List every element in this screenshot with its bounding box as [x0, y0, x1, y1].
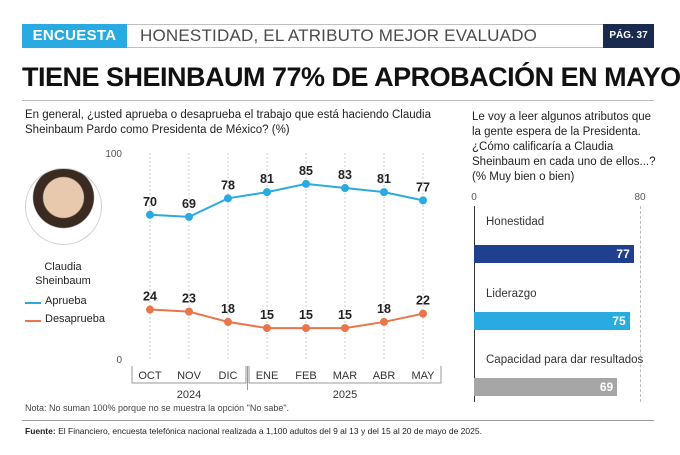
legend-label-desaprueba: Desaprueba	[45, 313, 105, 325]
data-point	[185, 307, 193, 316]
y-tick-label: 100	[105, 149, 122, 160]
data-label: 18	[221, 302, 235, 316]
data-label: 15	[260, 308, 274, 322]
data-label: 18	[377, 302, 391, 316]
year-label: 2025	[333, 389, 357, 401]
data-point	[419, 196, 427, 205]
divider	[22, 100, 654, 101]
data-point	[146, 305, 154, 314]
x-tick-label: NOV	[177, 370, 202, 382]
header-bar	[22, 24, 654, 48]
data-point	[380, 188, 388, 197]
data-label: 23	[182, 292, 196, 306]
avatar	[25, 168, 102, 245]
person-name: Claudia Sheinbaum	[35, 261, 91, 287]
approval-question: En general, ¿usted aprueba o desaprueba …	[25, 109, 431, 136]
year-bracket	[131, 366, 247, 384]
source-divider	[22, 420, 654, 421]
data-label: 15	[299, 308, 313, 322]
series-line-aprueba	[149, 182, 424, 218]
legend-label-aprueba: Aprueba	[45, 295, 87, 307]
page-number: PÁG. 37	[603, 24, 654, 48]
data-point	[302, 179, 310, 188]
series-line-desaprueba	[149, 308, 424, 330]
legend-swatch-desaprueba	[25, 320, 41, 322]
data-point	[146, 210, 154, 219]
year-label: 2024	[177, 389, 201, 401]
data-point	[302, 324, 310, 333]
data-label: 15	[338, 308, 352, 322]
y-tick-label: 0	[116, 355, 122, 366]
source-label: Fuente:	[25, 426, 56, 436]
data-point	[185, 212, 193, 221]
legend-swatch-aprueba	[25, 302, 41, 304]
x-tick-label: FEB	[295, 370, 316, 382]
data-label: 81	[260, 172, 274, 186]
x-tick-label: MAR	[333, 370, 358, 382]
x-tick-label: OCT	[138, 370, 162, 382]
chart-note: Nota: No suman 100% porque no se muestra…	[25, 403, 290, 413]
data-label: 77	[416, 180, 430, 194]
data-label: 70	[143, 195, 157, 209]
data-label: 69	[182, 197, 196, 211]
data-label: 83	[338, 168, 352, 182]
x-tick-label: MAY	[411, 370, 435, 382]
data-label: 85	[299, 164, 313, 178]
data-label: 78	[221, 178, 235, 192]
source-note: Fuente: El Financiero, encuesta telefóni…	[25, 426, 482, 436]
data-point	[341, 184, 349, 193]
x-tick-label: ABR	[373, 370, 396, 382]
data-label: 24	[143, 290, 157, 304]
headline: TIENE SHEINBAUM 77% DE APROBACIÓN EN MAY…	[22, 62, 680, 92]
year-bracket	[248, 366, 442, 384]
data-point	[224, 194, 232, 203]
data-point	[224, 317, 232, 326]
x-tick-label: ENE	[256, 370, 279, 382]
data-label: 81	[377, 172, 391, 186]
section-tag: ENCUESTA	[22, 24, 127, 48]
data-point	[263, 188, 271, 197]
x-tick-label: DIC	[219, 370, 238, 382]
source-text: El Financiero, encuesta telefónica nacio…	[58, 426, 482, 436]
data-point	[341, 324, 349, 333]
attributes-question: Le voy a leer algunos atributos que la g…	[472, 111, 656, 183]
section-title: HONESTIDAD, EL ATRIBUTO MEJOR EVALUADO	[140, 26, 538, 45]
data-point	[263, 324, 271, 333]
data-label: 22	[416, 294, 430, 308]
data-point	[419, 309, 427, 318]
data-point	[380, 317, 388, 326]
